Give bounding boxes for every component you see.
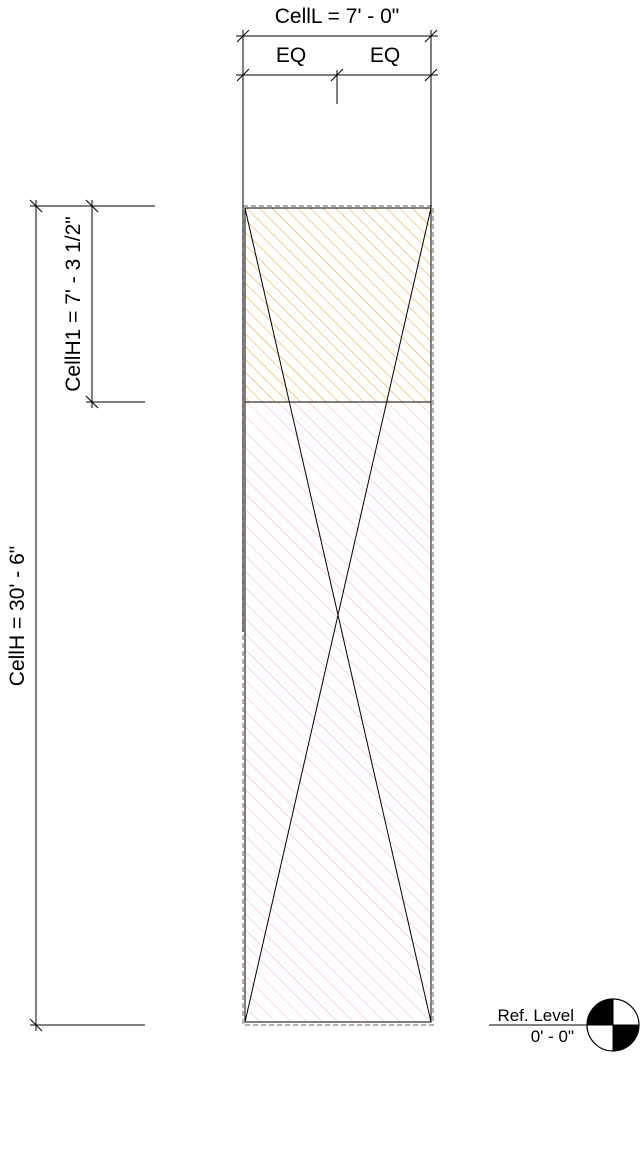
lower-cell-hatch <box>245 402 431 1022</box>
eq-label-left[interactable]: EQ <box>276 44 306 67</box>
tick-mark <box>424 29 438 43</box>
tick-mark <box>424 68 438 82</box>
cellh-dimension-label[interactable]: CellH = 30' - 6" <box>6 546 29 686</box>
tick-mark <box>85 395 99 409</box>
level-elevation[interactable]: 0' - 0" <box>531 1027 574 1046</box>
tick-mark <box>85 199 99 213</box>
tick-mark <box>330 68 344 82</box>
tick-mark <box>236 68 250 82</box>
level-target-icon <box>586 998 640 1052</box>
upper-cell-hatch <box>245 208 431 402</box>
tick-mark <box>29 1018 43 1032</box>
level-name[interactable]: Ref. Level <box>497 1006 574 1025</box>
tick-mark <box>29 199 43 213</box>
tick-mark <box>236 29 250 43</box>
diagonal-line-2 <box>244 207 432 1023</box>
lower-cell-outline <box>244 401 432 1023</box>
cellh1-dimension-label[interactable]: CellH1 = 7' - 3 1/2" <box>62 216 85 391</box>
level-marker[interactable]: Ref. Level 0' - 0" <box>489 998 640 1052</box>
celll-dimension-label[interactable]: CellL = 7' - 0" <box>275 5 400 28</box>
eq-label-right[interactable]: EQ <box>370 44 400 67</box>
